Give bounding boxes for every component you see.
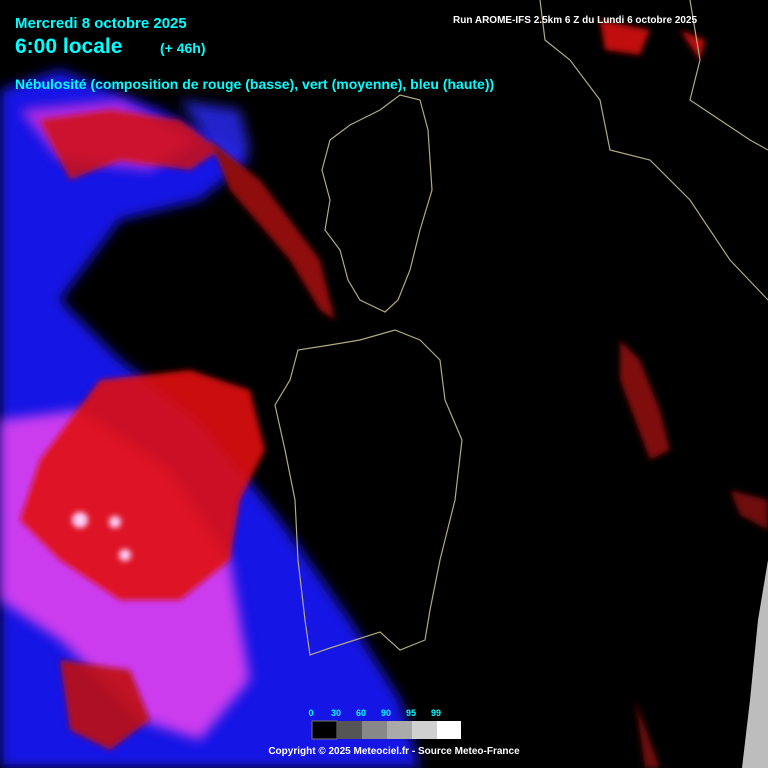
legend-swatch [362, 721, 387, 739]
low-cloud-grey [742, 560, 768, 768]
time: 6:00 locale [15, 35, 122, 58]
corsica [321, 94, 433, 313]
legend-swatch [387, 721, 412, 739]
legend-label: 99 [431, 708, 441, 718]
italy-coast-north [689, 0, 768, 151]
copyright: Copyright © 2025 Meteociel.fr - Source M… [268, 746, 520, 757]
lead-time: (+ 46h) [160, 40, 206, 56]
legend-label: 90 [381, 708, 391, 718]
legend-label: 60 [356, 708, 366, 718]
legend: 0 30 60 90 95 99 [308, 708, 461, 740]
low-clouds [20, 20, 768, 768]
legend-label: 30 [331, 708, 341, 718]
map-title: Nébulosité (composition de rouge (basse)… [15, 76, 494, 92]
legend-swatch [437, 721, 461, 739]
run-info: Run AROME-IFS 2.5km 6 Z du Lundi 6 octob… [453, 15, 698, 26]
date: Mercredi 8 octobre 2025 [15, 15, 187, 32]
legend-label: 0 [308, 708, 313, 718]
legend-swatch [311, 720, 338, 740]
legend-swatch [337, 721, 362, 739]
legend-swatch [412, 721, 437, 739]
sardinia [274, 329, 463, 656]
coastlines [274, 0, 768, 656]
legend-label: 95 [406, 708, 416, 718]
bright-cores [72, 512, 131, 561]
italy-coast [539, 0, 768, 301]
